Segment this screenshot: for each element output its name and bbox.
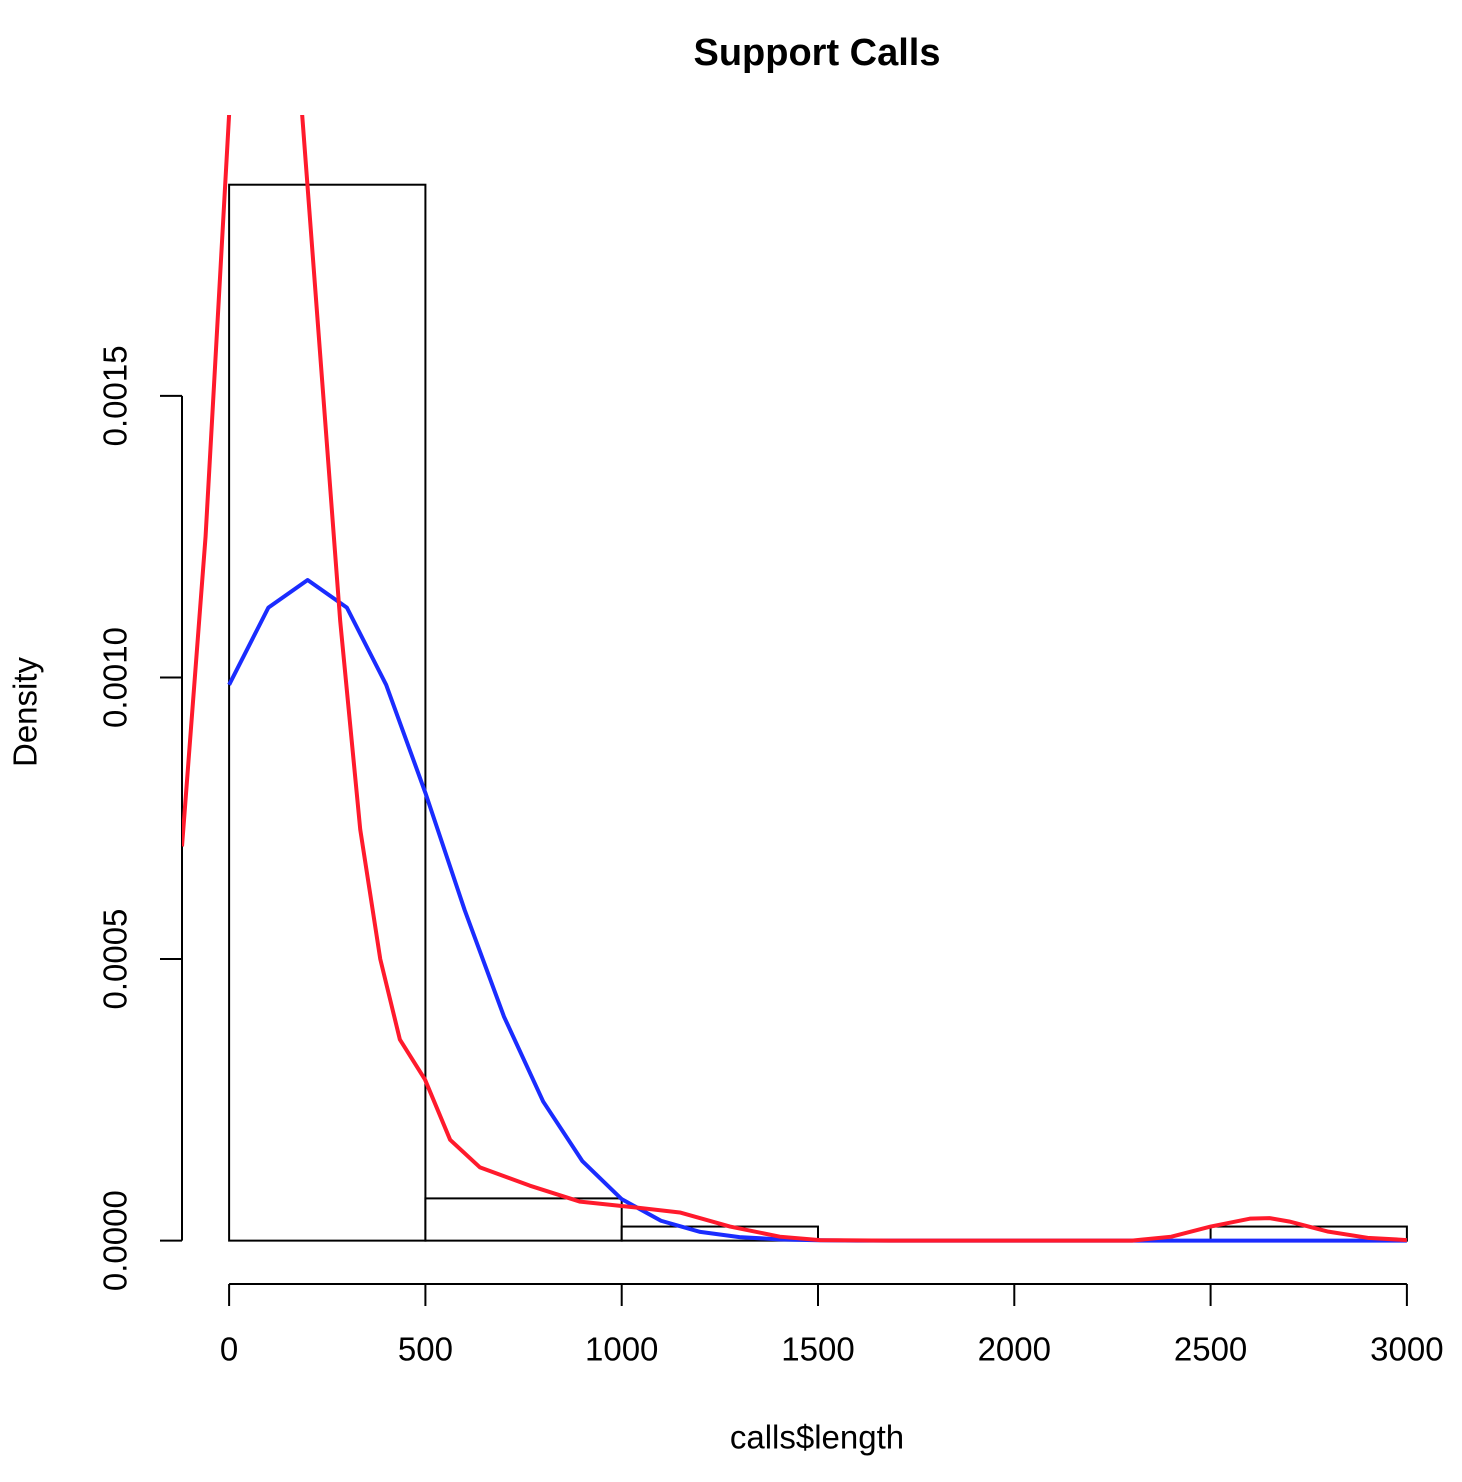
histogram-bar [424, 1197, 623, 1242]
chart-title: Support Calls [693, 32, 940, 74]
y-tick-label: 0.0005 [97, 909, 134, 1010]
x-tick-label: 3000 [1370, 1331, 1443, 1368]
histogram-bar [228, 183, 427, 1242]
x-axis-label: calls$length [730, 1419, 904, 1456]
y-axis-label: Density [7, 656, 44, 767]
x-tick-label: 1500 [781, 1331, 854, 1368]
y-tick-label: 0.0010 [97, 627, 134, 728]
y-tick-label: 0.0015 [97, 345, 134, 446]
x-tick-label: 2000 [978, 1331, 1051, 1368]
x-tick-label: 2500 [1174, 1331, 1247, 1368]
x-tick-label: 0 [220, 1331, 238, 1368]
density-line [182, 115, 1408, 1243]
y-tick-label: 0.0000 [97, 1190, 134, 1291]
x-tick-label: 500 [398, 1331, 453, 1368]
x-tick-label: 1000 [585, 1331, 658, 1368]
